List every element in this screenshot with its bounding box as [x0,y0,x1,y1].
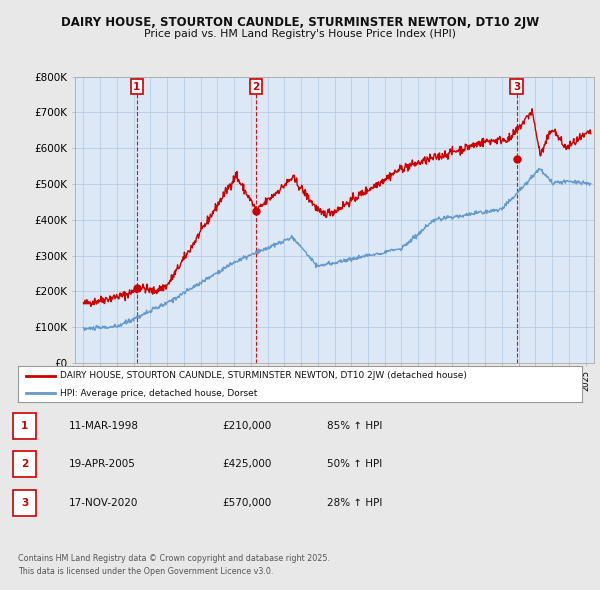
Text: 2: 2 [21,460,28,469]
Text: £210,000: £210,000 [222,421,271,431]
Text: Contains HM Land Registry data © Crown copyright and database right 2025.
This d: Contains HM Land Registry data © Crown c… [18,555,330,576]
Text: 11-MAR-1998: 11-MAR-1998 [69,421,139,431]
Text: 2: 2 [252,82,259,91]
Text: Price paid vs. HM Land Registry's House Price Index (HPI): Price paid vs. HM Land Registry's House … [144,30,456,39]
Text: 28% ↑ HPI: 28% ↑ HPI [327,498,382,507]
Text: DAIRY HOUSE, STOURTON CAUNDLE, STURMINSTER NEWTON, DT10 2JW: DAIRY HOUSE, STOURTON CAUNDLE, STURMINST… [61,16,539,29]
Text: HPI: Average price, detached house, Dorset: HPI: Average price, detached house, Dors… [60,389,257,398]
Text: 50% ↑ HPI: 50% ↑ HPI [327,460,382,469]
Text: 1: 1 [133,82,140,91]
Text: 17-NOV-2020: 17-NOV-2020 [69,498,139,507]
Text: £425,000: £425,000 [222,460,271,469]
Text: 19-APR-2005: 19-APR-2005 [69,460,136,469]
Text: £570,000: £570,000 [222,498,271,507]
Text: 3: 3 [513,82,520,91]
Text: 85% ↑ HPI: 85% ↑ HPI [327,421,382,431]
Text: 1: 1 [21,421,28,431]
Text: DAIRY HOUSE, STOURTON CAUNDLE, STURMINSTER NEWTON, DT10 2JW (detached house): DAIRY HOUSE, STOURTON CAUNDLE, STURMINST… [60,371,467,380]
Text: 3: 3 [21,498,28,507]
